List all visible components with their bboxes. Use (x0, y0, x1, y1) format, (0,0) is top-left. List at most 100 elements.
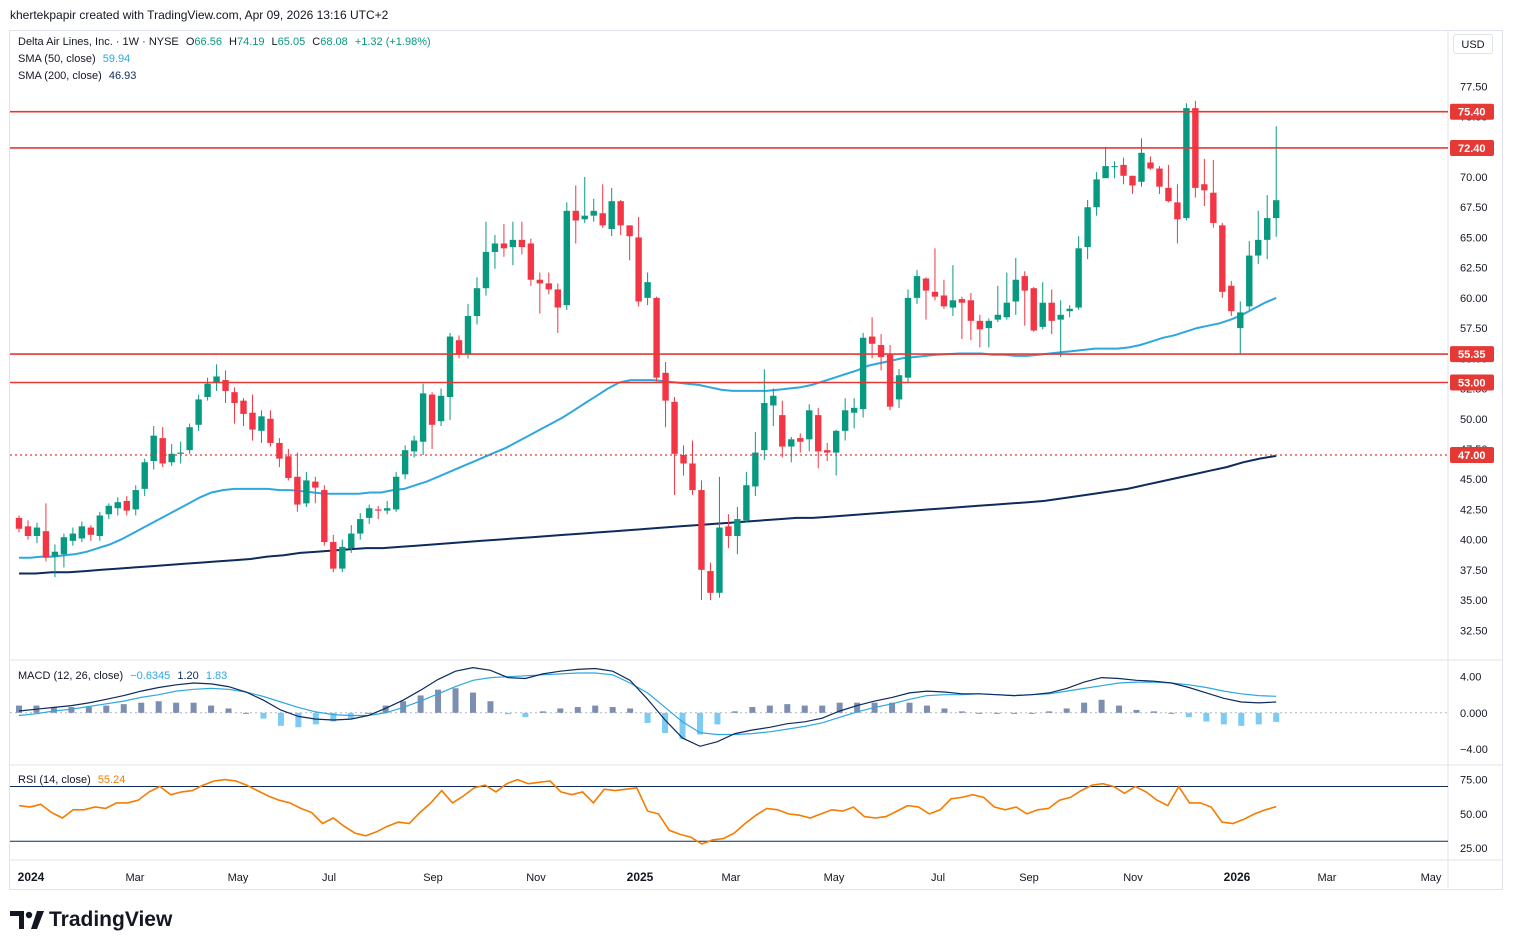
candle (518, 221, 526, 255)
candle (716, 476, 723, 598)
candle-body (1228, 285, 1235, 312)
candle-body (1084, 207, 1091, 248)
candle (608, 187, 615, 237)
macd-histogram-bar (173, 702, 180, 713)
candle (114, 497, 121, 516)
candle (761, 369, 768, 460)
candle (1003, 272, 1010, 320)
macd-histogram-bar (1220, 712, 1227, 725)
candle-body (895, 375, 903, 400)
candle (850, 398, 858, 429)
candle-body (608, 201, 615, 229)
macd-histogram-bar (1063, 708, 1070, 713)
macd-histogram-bar (854, 702, 861, 713)
price-tick-label: 37.50 (1460, 565, 1488, 577)
candle-body (527, 243, 535, 280)
candle-body (590, 210, 597, 216)
macd-histogram-bar (906, 702, 913, 713)
sma200-label[interactable]: SMA (200, close) (18, 70, 102, 82)
chart-caption: khertekpapir created with TradingView.co… (10, 8, 389, 22)
candle-body (15, 517, 23, 529)
low-label: L (271, 36, 278, 48)
time-tick-label: 2025 (627, 870, 654, 884)
macd-histogram-bar (644, 712, 651, 723)
macd-histogram-bar (836, 702, 843, 713)
candle-body (123, 500, 130, 511)
logo-text: TradingView (49, 908, 173, 931)
candle-body (1210, 192, 1217, 223)
time-tick-label: Sep (423, 872, 443, 884)
sma50-legend: SMA (50, close) 59.94 (18, 53, 134, 65)
macd-label[interactable]: MACD (12, 26, close) (18, 670, 124, 682)
macd-histogram-bar (295, 712, 302, 728)
candle-body (1264, 218, 1271, 240)
sma200-legend: SMA (200, close) 46.93 (18, 70, 140, 82)
candle-body (1057, 314, 1064, 320)
candle-body (1003, 302, 1010, 318)
candle-body (285, 456, 292, 478)
candle-body (321, 490, 328, 543)
price-tick-label: 62.50 (1460, 263, 1488, 275)
currency-label[interactable]: USD (1453, 34, 1493, 54)
candle-body (931, 291, 939, 297)
macd-histogram-bar (784, 704, 791, 713)
candle (321, 485, 328, 546)
candle-body (509, 239, 517, 248)
candle (419, 383, 427, 456)
candle (698, 480, 705, 601)
candle-body (401, 450, 409, 475)
time-tick-label: Mar (1318, 872, 1337, 884)
macd-histogram-bar (557, 708, 564, 713)
candle-body (96, 515, 104, 537)
price-tick-label: 32.50 (1460, 625, 1488, 637)
candle (150, 426, 157, 470)
macd-histogram-bar (365, 712, 372, 714)
candle (743, 471, 750, 523)
symbol-label[interactable]: Delta Air Lines, Inc. · 1W · NYSE (18, 36, 179, 48)
candle-body (383, 508, 391, 511)
candle (51, 544, 59, 578)
rsi-label[interactable]: RSI (14, close) (18, 774, 91, 786)
candle-body (1147, 162, 1154, 169)
candle-body (330, 542, 337, 569)
level-tag-47.00 (1450, 447, 1494, 464)
candle-body (877, 345, 885, 358)
candle-body (617, 201, 624, 226)
candle (1138, 138, 1145, 187)
candle (832, 429, 840, 476)
sma50-label[interactable]: SMA (50, close) (18, 53, 96, 65)
candle-body (859, 337, 867, 410)
candle (770, 388, 777, 427)
candle (222, 370, 229, 404)
candle (1012, 257, 1019, 315)
candle (141, 458, 148, 497)
macd-histogram-bar (1185, 712, 1192, 718)
candle-body (114, 502, 121, 509)
candle (617, 199, 624, 236)
macd-histogram-bar (1116, 705, 1123, 713)
candle-body (357, 519, 364, 534)
candle (330, 534, 337, 573)
candle-body (177, 452, 184, 454)
candle (213, 364, 220, 391)
tradingview-logo[interactable]: TradingView (10, 908, 172, 932)
level-tag-text: 47.00 (1458, 450, 1486, 462)
time-tick-label: Mar (126, 872, 145, 884)
time-tick-label: May (1421, 872, 1442, 884)
candle-body (1048, 302, 1055, 321)
price-legend: Delta Air Lines, Inc. · 1W · NYSE O66.56… (18, 36, 435, 48)
candle-body (195, 399, 202, 425)
candle (653, 296, 660, 382)
candle (1228, 280, 1235, 317)
sma200-value: 46.93 (108, 70, 137, 82)
macd-histogram-bar (504, 712, 511, 715)
candle (967, 293, 975, 341)
candle-body (348, 533, 355, 549)
candle (401, 445, 409, 480)
macd-histogram-bar (731, 711, 738, 713)
candle (240, 398, 247, 427)
change-value: +1.32 (+1.98%) (354, 36, 431, 48)
candle (1093, 172, 1100, 216)
candle-body (1183, 108, 1190, 219)
